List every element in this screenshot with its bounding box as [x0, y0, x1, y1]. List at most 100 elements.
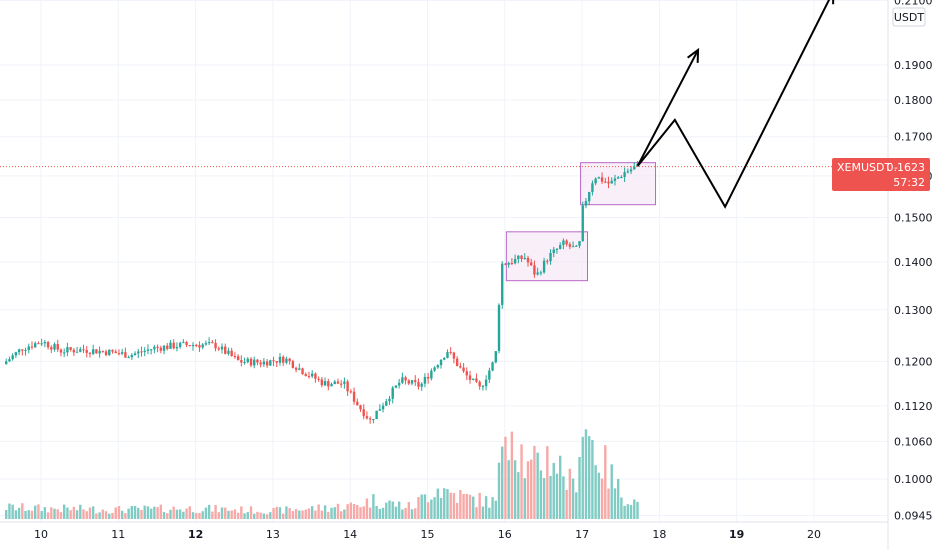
consolidation-box[interactable]	[505, 231, 589, 282]
volume-bar	[230, 510, 233, 519]
volume-bar	[452, 493, 456, 519]
candle-body	[114, 351, 117, 354]
candle-body	[533, 265, 536, 275]
candle-body	[62, 352, 66, 354]
candle-body	[5, 361, 8, 365]
candle-body	[368, 418, 372, 420]
side-arrow-line[interactable]	[636, 49, 699, 167]
candle-body	[195, 344, 198, 346]
volume-bar	[59, 512, 63, 519]
candle-body	[378, 409, 382, 411]
date-tick-label: 20	[807, 528, 821, 541]
projection-arrows[interactable]	[636, 0, 835, 209]
volume-bar	[491, 497, 494, 519]
candle-body	[69, 347, 72, 350]
volume-bar	[21, 503, 24, 519]
volume-bar	[417, 496, 420, 519]
volume-bar	[633, 499, 636, 519]
candle-body	[40, 343, 43, 345]
volume-bar	[513, 460, 517, 519]
candle-body	[249, 358, 253, 366]
volume-bar	[546, 446, 549, 519]
volume-bar	[191, 512, 195, 519]
candle-body	[629, 169, 633, 172]
volume-bar	[333, 507, 336, 519]
volume-layer	[5, 429, 639, 519]
volume-bar	[43, 507, 47, 519]
candle-body	[488, 370, 491, 380]
volume-bar	[365, 498, 369, 519]
candle-body	[539, 272, 543, 274]
volume-bar	[101, 509, 105, 519]
volume-bar	[95, 513, 98, 519]
projection-zigzag[interactable]	[636, 0, 834, 209]
volume-bar	[37, 504, 40, 519]
badge-layer: USDT XEMUSDT - 0.1623 57:32	[832, 7, 930, 191]
price-tick-label: 0.2100	[894, 0, 932, 7]
currency-badge-box[interactable]	[892, 7, 926, 27]
volume-bar	[156, 507, 159, 519]
volume-bar	[339, 511, 343, 519]
candle-body	[198, 345, 201, 348]
volume-bar	[159, 504, 163, 519]
volume-bar	[153, 506, 156, 519]
volume-bar	[523, 478, 526, 519]
candle-body	[546, 260, 549, 262]
candle-body	[288, 358, 291, 362]
volume-bar	[433, 497, 436, 519]
candle-body	[604, 181, 607, 183]
price-tick-label: 0.1200	[894, 355, 932, 368]
volume-bar	[552, 462, 555, 519]
volume-bar	[459, 490, 462, 519]
volume-bar	[79, 504, 82, 519]
volume-bar	[578, 457, 581, 519]
candle-body	[21, 349, 24, 351]
candle-body	[455, 358, 459, 367]
volume-bar	[446, 489, 449, 519]
candle-body	[140, 351, 143, 353]
candle-body	[182, 342, 185, 344]
candle-body	[607, 181, 610, 184]
volume-bar	[46, 512, 50, 519]
volume-bar	[111, 512, 114, 519]
volume-bar	[549, 475, 552, 519]
volume-bar	[120, 510, 124, 519]
price-tick-label: 0.1700	[894, 131, 932, 144]
candle-body	[75, 351, 79, 353]
candle-body	[11, 355, 14, 360]
candle-body	[633, 166, 636, 170]
volume-bar	[507, 460, 510, 519]
volume-bar	[217, 512, 220, 519]
candle-body	[356, 401, 359, 406]
candle-body	[91, 349, 95, 354]
candle-body	[298, 368, 301, 370]
candle-body	[626, 171, 630, 173]
candle-body	[339, 383, 343, 385]
volume-bar	[224, 507, 227, 519]
price-badge-dash: -	[894, 161, 898, 174]
volume-bar	[56, 509, 59, 519]
candle-body	[417, 382, 420, 387]
volume-bar	[468, 494, 472, 519]
volume-bar	[613, 488, 617, 519]
candle-body	[507, 262, 510, 265]
candle-body	[191, 344, 195, 347]
candle-body	[517, 255, 520, 260]
side-arrowhead[interactable]	[687, 47, 700, 63]
volume-bar	[162, 511, 166, 519]
candle-body	[217, 348, 220, 350]
volume-bar	[259, 512, 262, 519]
price-tick-label: 0.1400	[894, 256, 932, 269]
volume-bar	[494, 500, 497, 519]
volume-bar	[472, 496, 475, 519]
candle-body	[472, 378, 475, 380]
volume-bar	[82, 509, 85, 519]
volume-bar	[465, 493, 468, 519]
candle-body	[156, 346, 159, 348]
volume-bar	[584, 429, 588, 519]
price-tick-label: 0.1000	[894, 473, 932, 486]
volume-bar	[562, 476, 565, 519]
candle-body	[269, 360, 272, 366]
candle-body	[204, 343, 208, 345]
